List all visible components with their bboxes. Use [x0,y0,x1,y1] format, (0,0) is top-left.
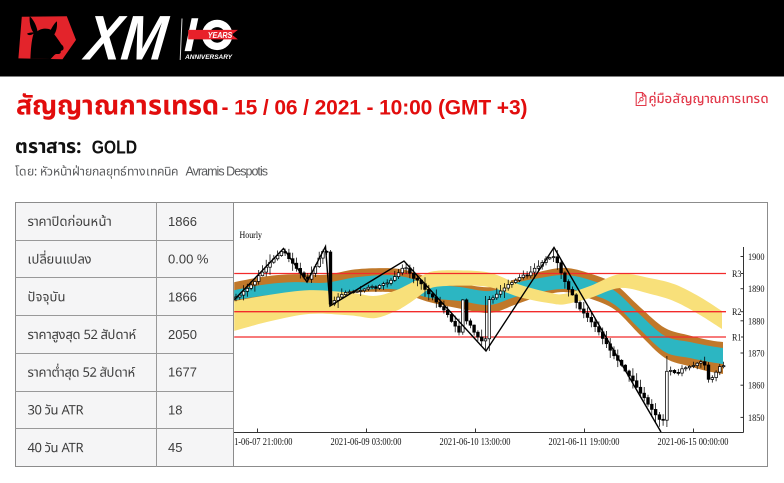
svg-text:R2: R2 [732,308,742,318]
svg-text:2021-06-10 13:00:00: 2021-06-10 13:00:00 [440,437,511,448]
svg-text:1677: 1677 [168,365,197,380]
svg-text:- 15 / 06 / 2021 - 10:00 (GMT: - 15 / 06 / 2021 - 10:00 (GMT +3) [222,97,528,120]
svg-text:1850: 1850 [748,414,765,424]
svg-text:Hourly: Hourly [240,230,263,241]
svg-text:R3: R3 [732,270,742,280]
svg-text:R1: R1 [732,334,742,344]
svg-text:1880: 1880 [748,317,765,327]
svg-text:2021-06-15 00:00:00: 2021-06-15 00:00:00 [658,437,729,448]
svg-text:1866: 1866 [168,214,197,229]
svg-text:0.00 %: 0.00 % [168,252,209,267]
svg-text:1866: 1866 [168,289,197,304]
svg-text:1900: 1900 [748,253,765,263]
svg-text:Avramis Despotis: Avramis Despotis [186,165,269,179]
svg-text:YEARS: YEARS [208,31,233,40]
svg-text:GOLD: GOLD [92,137,137,158]
svg-text:1870: 1870 [748,350,765,360]
svg-text:XM: XM [80,4,172,74]
svg-text:18: 18 [168,402,182,417]
svg-text:1890: 1890 [748,285,765,295]
svg-text:45: 45 [168,440,182,455]
svg-text:2021-06-07 21:00:00: 2021-06-07 21:00:00 [222,437,293,448]
svg-text:2021-06-11 19:00:00: 2021-06-11 19:00:00 [549,437,620,448]
svg-text:2021-06-09 03:00:00: 2021-06-09 03:00:00 [331,437,402,448]
svg-text:2050: 2050 [168,327,197,342]
svg-text:ANNIVERSARY: ANNIVERSARY [184,54,233,61]
svg-text:1860: 1860 [748,382,765,392]
